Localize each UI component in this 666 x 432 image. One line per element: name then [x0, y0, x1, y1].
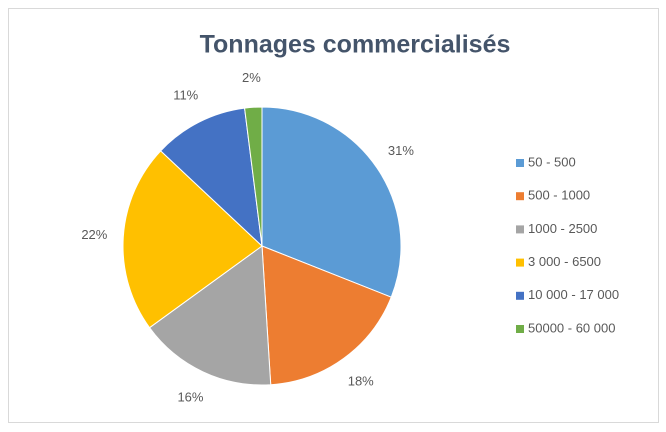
legend-swatch: [516, 325, 524, 333]
legend-label: 50000 - 60 000: [528, 320, 615, 335]
legend-label: 3 000 - 6500: [528, 254, 601, 269]
legend-swatch: [516, 291, 524, 300]
legend-swatch: [516, 192, 524, 201]
pie-slice: [122, 150, 263, 329]
legend-label: 500 - 1000: [528, 188, 590, 203]
pie-slice: [261, 245, 392, 386]
data-label: 31%: [388, 143, 414, 158]
legend-label: 50 - 500: [528, 154, 576, 169]
legend-label: 1000 - 2500: [528, 221, 597, 236]
data-label: 16%: [177, 389, 203, 404]
legend-swatch: [516, 225, 524, 234]
pie-slice: [148, 245, 272, 386]
data-label: 2%: [242, 70, 261, 85]
pie-slice: [159, 107, 263, 248]
legend-label: 10 000 - 17 000: [528, 287, 619, 302]
pie-slice: [244, 106, 263, 247]
data-label: 18%: [348, 373, 374, 388]
data-label: 22%: [81, 227, 107, 242]
legend-swatch: [516, 159, 524, 167]
legend-swatch: [516, 258, 524, 267]
data-label: 11%: [173, 88, 198, 103]
chart-title: Tonnages commercialisés: [200, 31, 511, 59]
pie-slice: [261, 106, 402, 298]
